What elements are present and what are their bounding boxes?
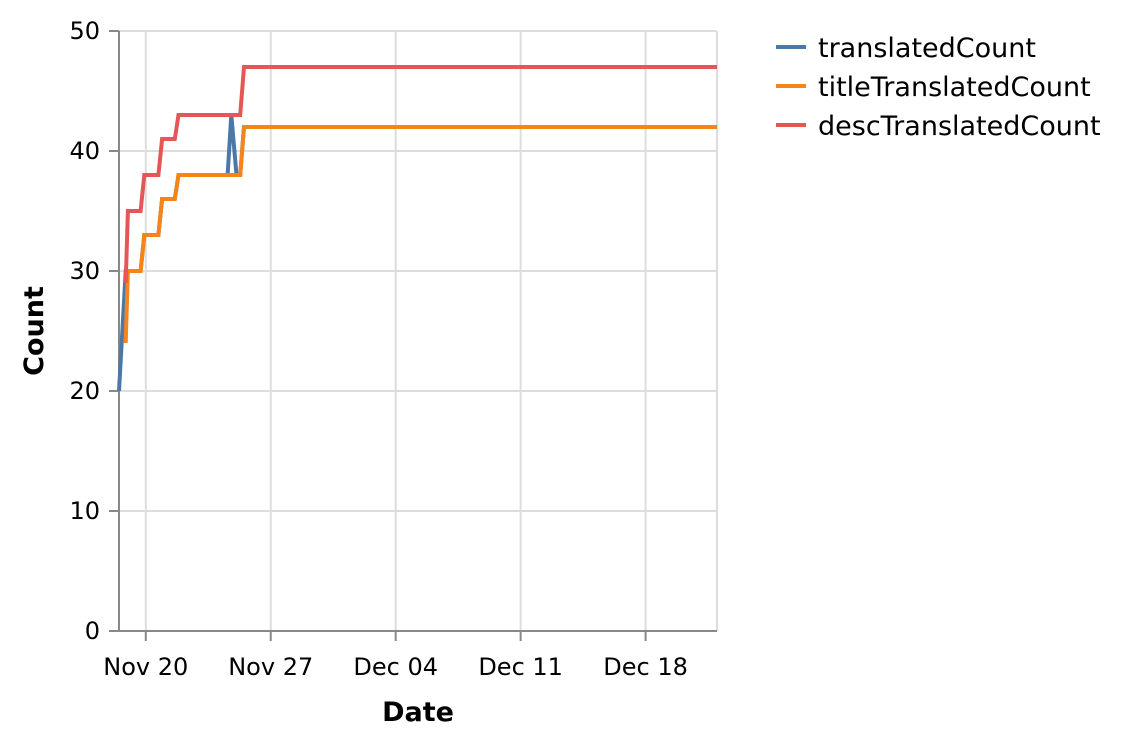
tick-labels: 0 10 20 30 40 50 Nov 20 Nov 27 Dec 04 Dec 11 Dec 1… (69, 17, 687, 681)
gridlines (119, 30, 718, 632)
x-tick-label: Dec 18 (603, 653, 688, 681)
y-tick-label: 0 (85, 617, 100, 645)
series-line-translatedCount (117, 114, 717, 392)
y-tick-label: 30 (69, 257, 100, 285)
series-line-titleTranslatedCount (123, 125, 717, 344)
x-tick-label: Nov 20 (103, 653, 188, 681)
y-tick-label: 20 (69, 377, 100, 405)
legend-label-titleTranslatedCount: titleTranslatedCount (818, 72, 1091, 103)
series-line-descTranslatedCount (123, 65, 717, 284)
series-lines (117, 65, 717, 392)
legend-label-descTranslatedCount: descTranslatedCount (818, 111, 1101, 142)
x-tick-label: Dec 11 (478, 653, 563, 681)
legend: translatedCount titleTranslatedCount descT… (776, 33, 1101, 142)
axes (109, 30, 717, 641)
x-tick-label: Dec 04 (353, 653, 438, 681)
y-tick-label: 50 (69, 17, 100, 45)
y-tick-label: 40 (69, 137, 100, 165)
y-tick-label: 10 (69, 497, 100, 525)
y-axis-title: Count (19, 286, 50, 376)
legend-label-translatedCount: translatedCount (818, 33, 1036, 64)
x-axis-title: Date (382, 697, 454, 728)
x-tick-label: Nov 27 (228, 653, 313, 681)
